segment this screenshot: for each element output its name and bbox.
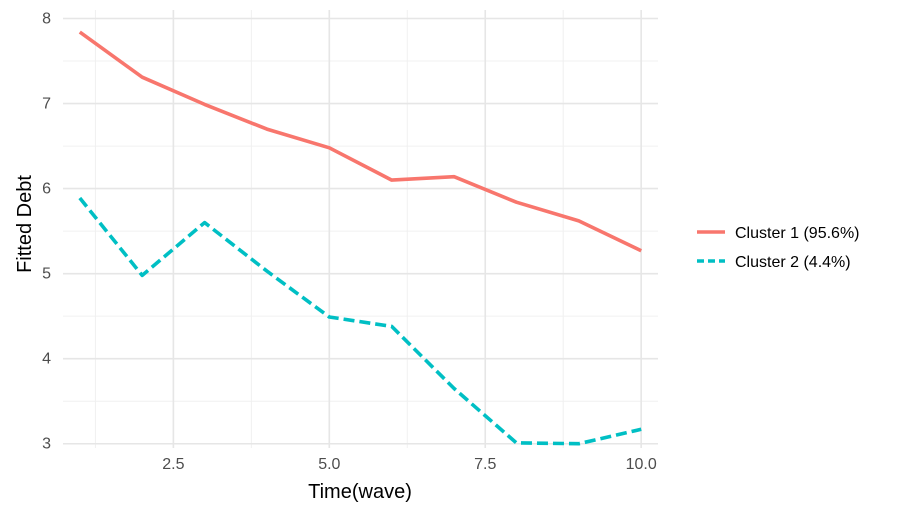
x-tick-label: 5.0 [318, 456, 340, 473]
y-tick-label: 7 [42, 96, 51, 113]
x-tick-label: 7.5 [474, 456, 496, 473]
y-axis-ticks: 3 4 5 6 7 8 [42, 11, 51, 453]
y-tick-label: 6 [42, 181, 51, 198]
legend: Cluster 1 (95.6%) Cluster 2 (4.4%) [697, 225, 860, 271]
x-tick-label: 2.5 [162, 456, 184, 473]
x-axis-title: Time(wave) [308, 481, 412, 503]
y-axis-title: Fitted Debt [14, 175, 36, 273]
y-tick-label: 3 [42, 436, 51, 453]
y-tick-label: 8 [42, 11, 51, 28]
grid-minor [63, 10, 658, 448]
y-tick-label: 5 [42, 266, 51, 283]
y-tick-label: 4 [42, 351, 51, 368]
x-tick-label: 10.0 [626, 456, 657, 473]
series-lines [78, 30, 642, 446]
series-line-cluster-1 [78, 30, 642, 253]
legend-label-cluster-1: Cluster 1 (95.6%) [735, 225, 860, 242]
x-axis-ticks: 2.5 5.0 7.5 10.0 [162, 456, 657, 473]
grid-major [63, 10, 658, 448]
series-line-cluster-2 [78, 196, 642, 446]
legend-label-cluster-2: Cluster 2 (4.4%) [735, 254, 851, 271]
